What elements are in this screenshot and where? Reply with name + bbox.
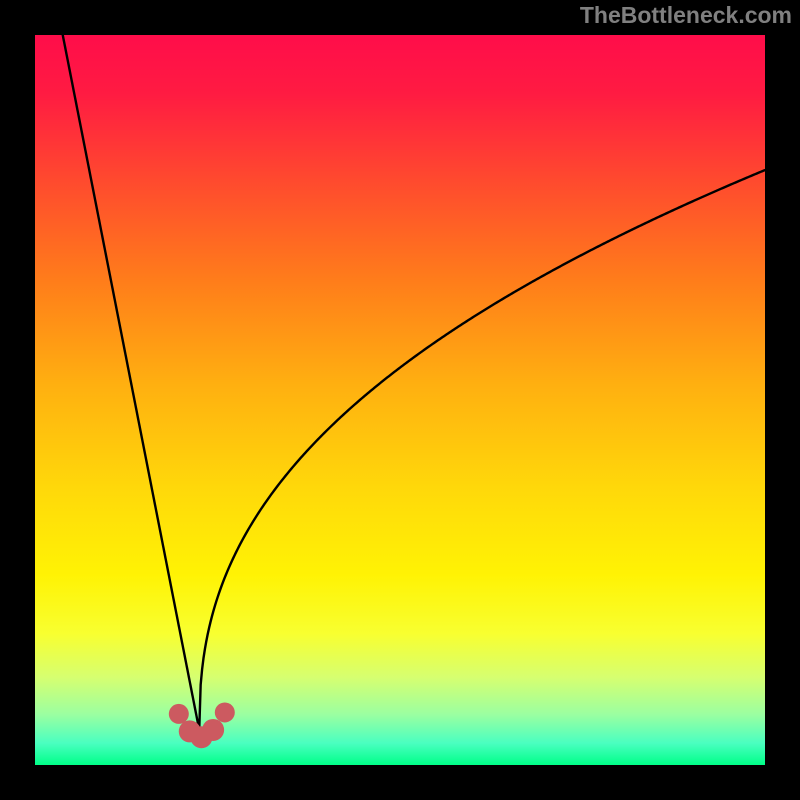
gradient-background	[35, 35, 765, 765]
chart-svg	[35, 35, 765, 765]
plot-area	[35, 35, 765, 765]
marker-point	[202, 719, 224, 741]
marker-point	[169, 704, 189, 724]
watermark-text: TheBottleneck.com	[580, 2, 792, 29]
chart-container: TheBottleneck.com	[0, 0, 800, 800]
marker-point	[215, 702, 235, 722]
